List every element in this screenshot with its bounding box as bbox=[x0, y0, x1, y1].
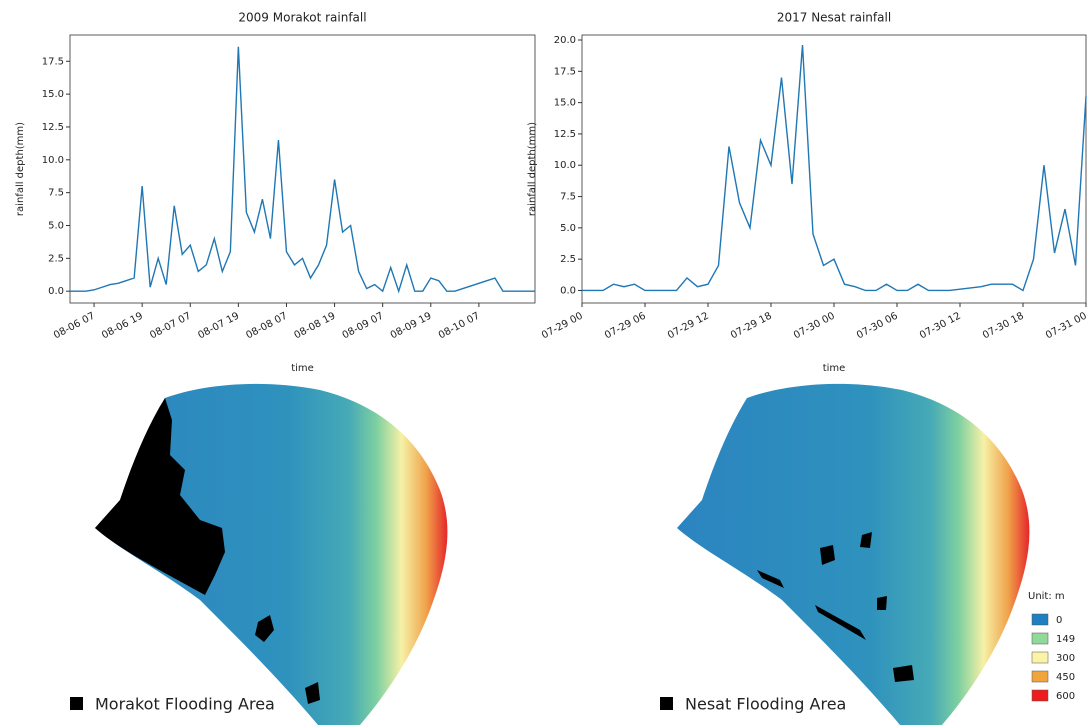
legend-label: 149 bbox=[1056, 634, 1075, 645]
y-tick-label: 15.0 bbox=[554, 98, 576, 109]
y-tick-label: 17.5 bbox=[42, 56, 64, 67]
y-tick-label: 2.5 bbox=[560, 254, 576, 265]
legend-title: Unit: m bbox=[1028, 591, 1065, 602]
nesat-map: Nesat Flooding Area bbox=[660, 384, 1029, 725]
x-tick-label: 07-30 00 bbox=[792, 311, 837, 342]
x-axis-label: time bbox=[291, 363, 314, 374]
y-axis-label: rainfall depth(mm) bbox=[15, 122, 26, 216]
x-tick-label: 07-31 00 bbox=[1044, 311, 1088, 342]
y-tick-label: 12.5 bbox=[554, 129, 576, 140]
legend-label: 300 bbox=[1056, 653, 1075, 664]
y-tick-label: 5.0 bbox=[560, 223, 576, 234]
x-tick-label: 07-29 18 bbox=[729, 311, 774, 342]
y-tick-label: 17.5 bbox=[554, 66, 576, 77]
x-tick-label: 07-30 18 bbox=[981, 311, 1026, 342]
line bbox=[70, 47, 535, 291]
map-legend: Morakot Flooding Area bbox=[95, 695, 275, 714]
y-tick-label: 0.0 bbox=[48, 286, 64, 297]
legend-swatch bbox=[1032, 671, 1048, 682]
map-legend: Nesat Flooding Area bbox=[685, 695, 846, 714]
x-tick-label: 08-10 07 bbox=[437, 311, 482, 342]
y-tick-label: 15.0 bbox=[42, 89, 64, 100]
x-tick-label: 08-07 19 bbox=[196, 311, 241, 342]
legend-label: 0 bbox=[1056, 615, 1062, 626]
y-axis-label: rainfall depth(mm) bbox=[527, 122, 538, 216]
legend-swatch bbox=[1032, 652, 1048, 663]
legend-label: 450 bbox=[1056, 672, 1075, 683]
legend-swatch bbox=[660, 697, 673, 710]
figure: Morakot Flooding Area Nesat Flooding Are… bbox=[0, 0, 1088, 725]
flood-area bbox=[877, 596, 887, 610]
x-tick-label: 08-08 07 bbox=[244, 311, 289, 342]
y-tick-label: 20.0 bbox=[554, 35, 576, 46]
x-tick-label: 07-29 12 bbox=[666, 311, 711, 342]
legend-swatch bbox=[1032, 633, 1048, 644]
x-tick-label: 07-29 06 bbox=[603, 311, 648, 342]
flood-area bbox=[893, 665, 914, 682]
y-tick-label: 5.0 bbox=[48, 220, 64, 231]
x-tick-label: 08-09 19 bbox=[389, 311, 434, 342]
elevation-legend: Unit: m 0 149 300 450 600 bbox=[1028, 591, 1075, 702]
x-tick-label: 07-30 06 bbox=[855, 311, 900, 342]
y-tick-label: 2.5 bbox=[48, 253, 64, 264]
y-tick-label: 12.5 bbox=[42, 122, 64, 133]
x-tick-label: 08-09 07 bbox=[341, 311, 386, 342]
legend-swatch bbox=[1032, 690, 1048, 701]
x-tick-label: 08-08 19 bbox=[293, 311, 338, 342]
x-tick-label: 08-06 19 bbox=[100, 311, 145, 342]
morakot-map: Morakot Flooding Area bbox=[70, 384, 447, 725]
chart-title: 2009 Morakot rainfall bbox=[238, 11, 366, 25]
x-tick-label: 08-06 07 bbox=[52, 311, 97, 342]
terrain bbox=[677, 384, 1029, 725]
y-tick-label: 10.0 bbox=[554, 160, 576, 171]
legend-swatch bbox=[70, 697, 83, 710]
y-tick-label: 10.0 bbox=[42, 155, 64, 166]
chart-title: 2017 Nesat rainfall bbox=[777, 11, 891, 25]
x-axis-label: time bbox=[823, 363, 846, 374]
legend-label: 600 bbox=[1056, 691, 1075, 702]
plot-frame bbox=[582, 35, 1086, 303]
x-tick-label: 08-07 07 bbox=[148, 311, 193, 342]
x-tick-label: 07-30 12 bbox=[918, 311, 963, 342]
y-tick-label: 7.5 bbox=[560, 192, 576, 203]
y-tick-label: 7.5 bbox=[48, 188, 64, 199]
legend-swatch bbox=[1032, 614, 1048, 625]
line bbox=[582, 45, 1086, 290]
y-tick-label: 0.0 bbox=[560, 285, 576, 296]
plot-frame bbox=[70, 35, 535, 303]
x-tick-label: 07-29 00 bbox=[540, 311, 585, 342]
